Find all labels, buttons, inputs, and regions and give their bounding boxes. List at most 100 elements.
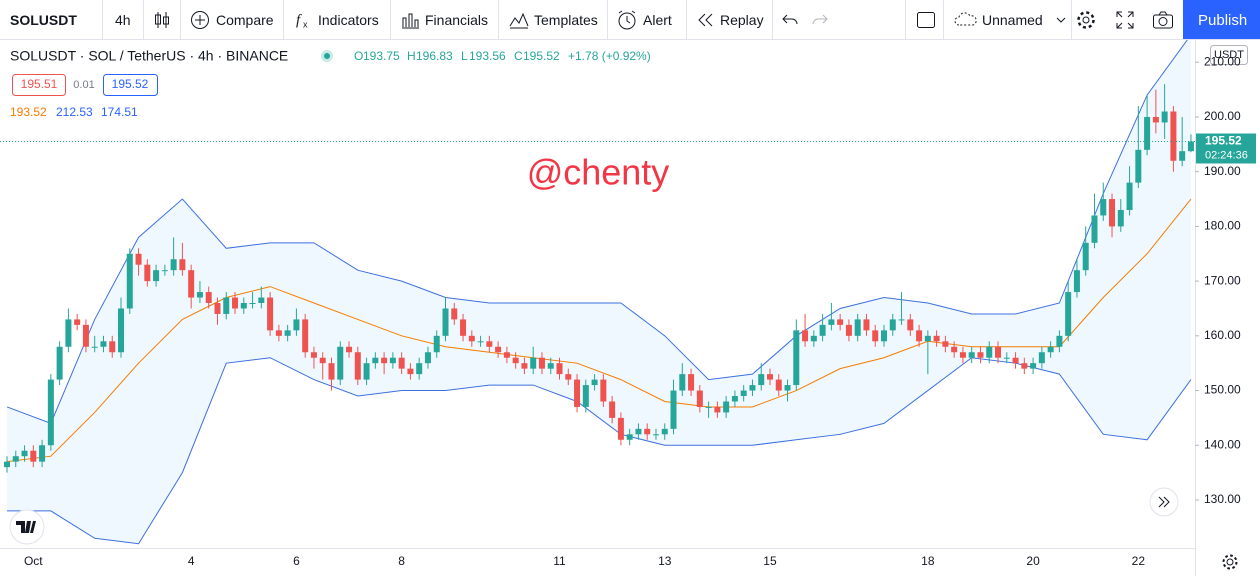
candle-body [574, 379, 581, 407]
candle-body [56, 346, 63, 380]
candle-body [898, 319, 905, 321]
scroll-button[interactable] [1149, 487, 1179, 517]
candle-body [679, 374, 686, 391]
candle-body [65, 319, 72, 347]
interval[interactable]: 4h [115, 12, 131, 28]
candle-body [407, 368, 414, 375]
high-letter: H [407, 49, 416, 63]
sell-box[interactable] [12, 74, 66, 96]
candle-body [1187, 141, 1194, 152]
candle-body [793, 330, 800, 386]
candle-body [486, 341, 493, 347]
candle-body [433, 335, 440, 353]
bb-lower [7, 357, 1192, 545]
candle-body [293, 319, 300, 331]
candle-body [758, 374, 765, 386]
x-tick-label: 8 [398, 554, 405, 568]
candle-body [1117, 209, 1124, 227]
chart-type-icon[interactable] [153, 10, 171, 30]
candle-body [810, 335, 817, 342]
compare-button[interactable]: Compare [216, 12, 274, 28]
candle-body [337, 346, 344, 380]
layout-name[interactable]: Unnamed [982, 12, 1043, 28]
sell-price[interactable]: 195.51 [21, 77, 58, 91]
candle-body [521, 363, 528, 369]
y-tick-label: 140.00 [1204, 437, 1241, 451]
candle-body [1152, 116, 1159, 123]
x-tick-label: 11 [553, 554, 566, 568]
candle-body [740, 390, 747, 397]
snapshot-icon[interactable] [1152, 10, 1174, 30]
buy-price[interactable]: 195.52 [112, 77, 149, 91]
alert-icon[interactable] [616, 9, 638, 31]
layout-icon[interactable] [916, 10, 936, 30]
separator [390, 0, 391, 39]
templates-button[interactable]: Templates [534, 12, 598, 28]
candle-body [977, 352, 984, 358]
symbol[interactable]: SOLUSDT [10, 12, 77, 28]
candle-body [416, 363, 423, 375]
dropdown-icon[interactable] [1055, 10, 1067, 30]
candle-body [881, 330, 887, 342]
currency-button[interactable] [1210, 45, 1248, 65]
candle-body [512, 357, 519, 364]
low-letter: L [461, 49, 468, 63]
x-tick-label: 20 [1026, 554, 1040, 568]
publish-button[interactable]: Publish [1183, 0, 1260, 39]
candle-body [714, 406, 721, 413]
status-dot [324, 53, 330, 59]
x-tick-label: 6 [293, 554, 300, 568]
candle-body [749, 385, 756, 391]
indicators-button[interactable]: Indicators [318, 12, 379, 28]
separator [102, 0, 103, 39]
publish-label[interactable]: Publish [1198, 12, 1248, 29]
open-value: 193.75 [363, 49, 400, 63]
candle-body [837, 319, 844, 325]
candle-body [986, 346, 993, 358]
candle-body [12, 456, 19, 462]
candle-body [1073, 270, 1080, 293]
candle-body [346, 346, 353, 353]
candle-body [214, 303, 221, 314]
fullscreen-icon[interactable] [1115, 10, 1135, 30]
cloud-icon[interactable] [953, 10, 979, 30]
candle-body [4, 461, 10, 468]
candle-body [363, 363, 370, 380]
candle-body [591, 379, 598, 386]
candle-body [144, 264, 151, 282]
alert-button[interactable]: Alert [643, 12, 672, 28]
x-tick-label: 4 [188, 554, 195, 568]
undo-icon[interactable] [781, 10, 801, 30]
financials-button[interactable]: Financials [425, 12, 489, 28]
change: +1.78 (+0.92%) [568, 49, 651, 63]
candle-body [1161, 111, 1168, 123]
separator [180, 0, 181, 39]
settings-icon[interactable] [1075, 9, 1097, 31]
candle-body [179, 259, 186, 271]
separator [686, 0, 687, 39]
buy-box[interactable] [103, 74, 158, 96]
replay-button[interactable]: Replay [720, 12, 764, 28]
candle-body [609, 401, 616, 418]
compare-icon[interactable] [190, 10, 210, 30]
candle-body [968, 352, 975, 358]
candle-body [1135, 149, 1142, 183]
candle-body [942, 341, 949, 347]
candle-body [468, 335, 475, 342]
ohlc-legend: O 193.75 H 196.83 L 193.56 C 195.52 +1.7… [354, 49, 651, 63]
axis-settings-icon[interactable] [1222, 554, 1238, 570]
candle-body [310, 352, 317, 358]
candle-body [600, 379, 607, 402]
candle-body [275, 330, 282, 336]
x-tick-label: 15 [763, 554, 777, 568]
financials-icon[interactable] [400, 10, 420, 30]
candle-body [661, 428, 668, 435]
x-tick-label: Oct [24, 554, 43, 568]
y-tick-label: 150.00 [1204, 383, 1241, 397]
redo-icon[interactable] [809, 10, 829, 30]
currency-label[interactable]: USDT [1214, 49, 1244, 61]
replay-icon[interactable] [696, 10, 716, 30]
templates-icon[interactable] [508, 10, 530, 30]
candle-body [556, 363, 563, 375]
